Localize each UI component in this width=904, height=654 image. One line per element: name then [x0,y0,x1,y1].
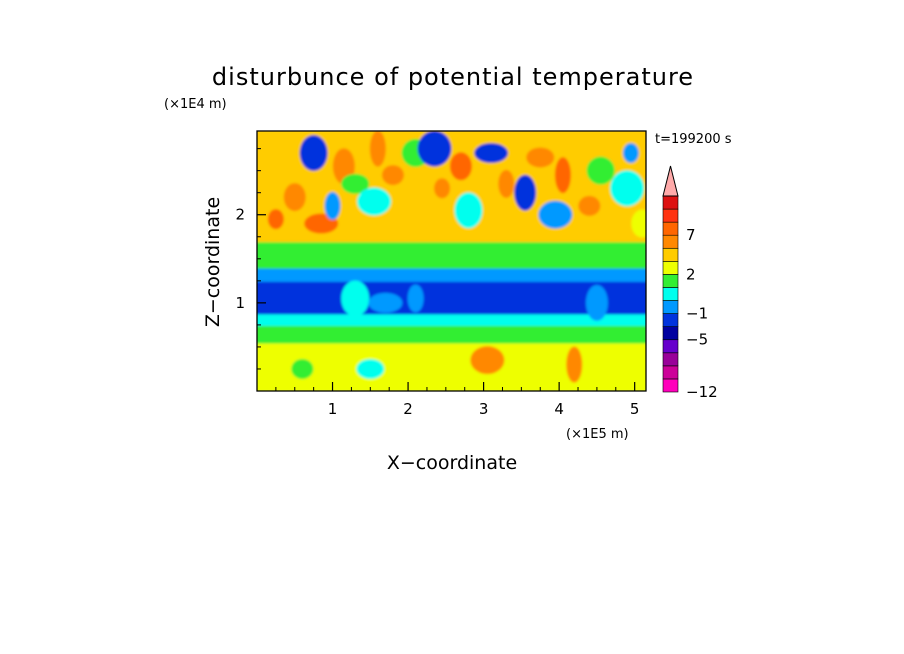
colorbar-segment-7 [662,287,679,301]
field-feature-25 [631,209,646,238]
x-tick-label-3: 3 [479,400,489,418]
x-tick-label-1: 1 [328,400,338,418]
y-tick-label-1: 1 [235,294,245,312]
field-feature-1 [283,183,306,212]
field-band-5 [257,240,646,269]
field-feature-2 [299,135,328,172]
colorbar-segment-9 [662,261,679,275]
colorbar-label: 7 [686,226,696,244]
field-feature-16 [498,169,515,198]
field-feature-32 [566,346,583,383]
field-feature-24 [622,143,639,164]
field-feature-17 [514,174,537,211]
field-feature-15 [474,143,509,164]
colorbar-label: −5 [686,331,708,349]
x-axis-title: X−coordinate [387,452,517,474]
field-band-3 [257,279,646,315]
field-feature-26 [341,280,370,317]
field-feature-28 [407,284,424,313]
colorbar-segment-2 [662,352,679,367]
field-feature-0 [267,209,284,230]
field-feature-19 [538,200,573,229]
colorbar-segment-14 [662,195,679,210]
x-tick-label-5: 5 [630,400,640,418]
field-feature-13 [449,152,472,181]
field-feature-9 [381,165,404,186]
colorbar-segment-0 [662,378,679,393]
field-feature-23 [610,170,645,207]
colorbar-segment-12 [662,221,679,236]
field-feature-29 [585,284,608,321]
x-unit-label: (×1E5 m) [566,427,629,442]
field-feature-22 [586,156,615,185]
x-axis: 1 2 3 4 5 [275,382,640,418]
colorbar-label: 2 [686,265,696,283]
colorbar-segment-10 [662,247,679,262]
colorbar-segment-6 [662,300,679,314]
time-label: t=199200 s [655,132,732,147]
plot-frame [256,130,647,392]
colorbar-label: −1 [686,305,708,323]
field-feature-7 [357,187,392,216]
colorbar-segment-1 [662,365,679,380]
colorbar-extend-max [662,165,679,197]
field-feature-14 [454,192,483,229]
field-feature-12 [434,178,451,199]
colorbar-segment-11 [662,234,679,249]
field-feature-6 [341,173,370,194]
field-feature-31 [470,346,505,375]
field-feature-21 [578,195,601,216]
colorbar-segment-5 [662,313,679,327]
field-feature-11 [417,131,452,167]
colorbar: −12−5−127 [662,165,718,401]
y-tick-label-2: 2 [235,206,245,224]
field-band-1 [257,323,646,344]
y-unit-label: (×1E4 m) [164,97,227,112]
field-feature-27 [368,292,403,313]
x-tick-label-2: 2 [403,400,413,418]
y-axis: 12 [235,148,266,370]
field-feature-20 [554,157,571,194]
chart-title: disturbunce of potential temperature [212,63,694,91]
colorbar-segment-4 [662,326,679,341]
field-feature-18 [526,147,555,168]
y-axis-title: Z−coordinate [202,197,224,327]
x-tick-label-4: 4 [554,400,564,418]
colorbar-label: −12 [686,383,718,401]
field-feature-8 [369,131,386,167]
field-feature-4 [324,191,341,220]
field-band-0 [257,341,646,391]
field-feature-30 [356,358,385,379]
colorbar-segment-13 [662,208,679,223]
colorbar-segment-3 [662,339,679,354]
field-band-4 [257,266,646,282]
field-feature-33 [291,358,314,379]
contour-field [257,131,646,391]
colorbar-segment-8 [662,274,679,288]
